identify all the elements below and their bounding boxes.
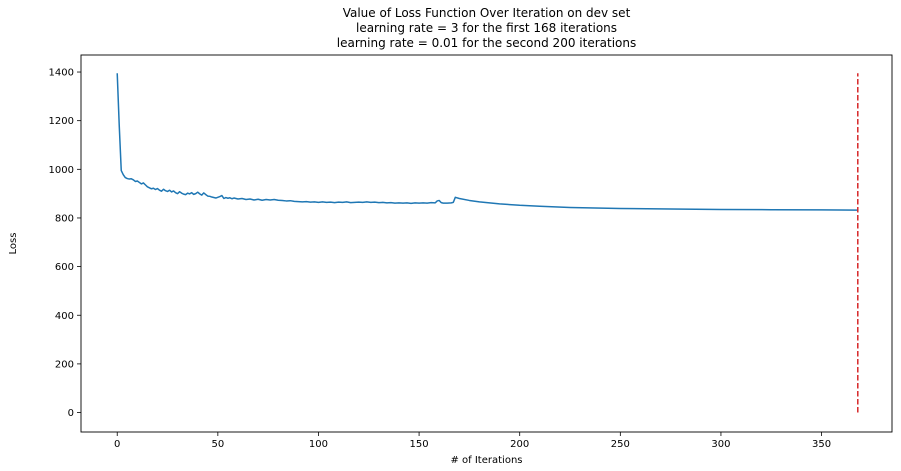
x-tick-label: 250 [611, 439, 630, 450]
y-tick-label: 200 [55, 359, 74, 370]
y-tick-label: 1000 [49, 165, 74, 176]
plot-area [116, 73, 859, 413]
chart-title-line-2: learning rate = 3 for the first 168 iter… [356, 21, 617, 35]
y-axis: 0 200 400 600 800 1000 1200 1400 [49, 68, 81, 419]
plot-frame [80, 54, 893, 433]
y-axis-label: Loss [8, 233, 19, 255]
loss-series-line [116, 73, 858, 211]
y-tick-label: 800 [55, 213, 74, 224]
x-tick-label: 50 [211, 439, 224, 450]
y-tick-label: 400 [55, 311, 74, 322]
x-tick-label: 0 [114, 439, 120, 450]
x-tick-label: 100 [309, 439, 328, 450]
y-tick-label: 600 [55, 262, 74, 273]
y-tick-label: 1400 [49, 68, 74, 79]
x-tick-label: 200 [510, 439, 529, 450]
chart-title-line-1: Value of Loss Function Over Iteration on… [343, 6, 631, 20]
chart-title-line-3: learning rate = 0.01 for the second 200 … [337, 36, 636, 50]
x-tick-label: 300 [711, 439, 730, 450]
y-tick-label: 0 [68, 408, 74, 419]
x-axis-label: # of Iterations [450, 455, 522, 466]
chart-title: Value of Loss Function Over Iteration on… [337, 6, 636, 50]
x-axis: 0 50 100 150 200 250 300 350 [114, 432, 831, 450]
x-tick-label: 350 [812, 439, 831, 450]
x-tick-label: 150 [410, 439, 429, 450]
y-tick-label: 1200 [49, 116, 74, 127]
